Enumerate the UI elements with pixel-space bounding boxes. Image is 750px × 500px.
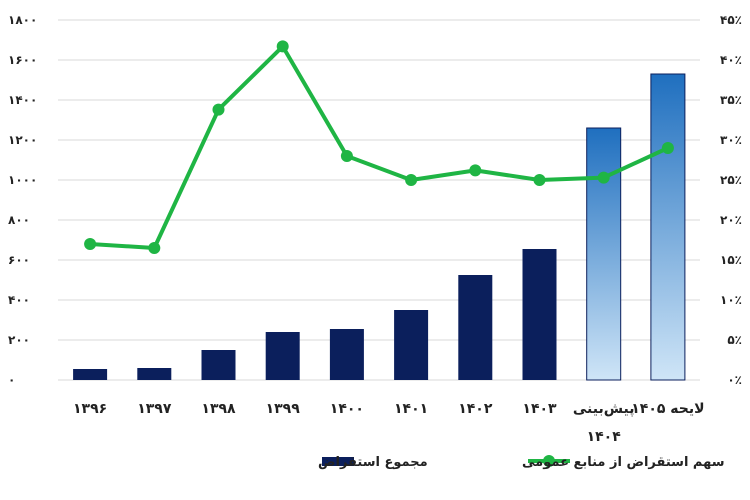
category-label: ۱۳۹۷: [137, 401, 172, 417]
left-tick-label: ۱۶۰۰: [8, 53, 37, 67]
left-tick-label: ۲۰۰: [8, 333, 30, 347]
line-point: [148, 242, 161, 254]
bar: [73, 369, 108, 380]
legend-line-label: سهم استقراض از منابع عمومی: [522, 455, 724, 470]
category-label: ۱۴۰۱: [394, 401, 428, 417]
line-point: [661, 142, 674, 154]
line-point: [597, 171, 610, 184]
left-tick-label: ۶۰۰: [8, 253, 30, 267]
bar: [522, 249, 557, 380]
bar: [394, 310, 429, 380]
right-tick-label: ۴۵٪: [720, 13, 742, 27]
left-tick-label: ۱۴۰۰: [8, 93, 37, 107]
legend-item-bar: مجموع استقراض: [318, 455, 428, 470]
category-label: ۱۳۹۹: [266, 401, 301, 417]
bar-forecast: [650, 73, 686, 381]
category-label: ۱۳۹۸: [201, 401, 236, 417]
right-tick-label: ۱۵٪: [720, 253, 742, 267]
right-tick-label: ۳۵٪: [720, 93, 742, 107]
left-tick-label: ۱۰۰۰: [8, 173, 37, 187]
category-label: لایحه ۱۴۰۵: [631, 401, 704, 417]
category-label: ۱۴۰۴: [587, 429, 622, 445]
bar: [201, 350, 236, 380]
right-tick-label: ۲۵٪: [720, 173, 742, 187]
line-point: [276, 40, 289, 53]
right-tick-label: ۲۰٪: [720, 213, 742, 227]
legend: مجموع استقراض سهم استقراض از منابع عمومی: [318, 455, 724, 470]
left-tick-label: ۱۸۰۰: [8, 13, 37, 27]
right-tick-label: ۰٪: [727, 373, 742, 387]
line-point: [84, 238, 97, 250]
category-label: ۱۴۰۳: [522, 401, 557, 417]
category-label: ۱۳۹۶: [73, 401, 107, 417]
legend-bar-swatch: [322, 457, 354, 466]
left-tick-label: ۰: [8, 373, 15, 387]
left-tick-label: ۸۰۰: [8, 213, 30, 227]
category-label: ۱۴۰۰: [330, 401, 364, 417]
category-label: پیش‌بینی: [573, 401, 635, 417]
right-axis-ticks: ۰٪ ۵٪ ۱۰٪ ۱۵٪ ۲۰٪ ۲۵٪ ۳۰٪ ۳۵٪ ۴۰٪ ۴۵٪: [720, 13, 742, 387]
right-tick-label: ۳۰٪: [720, 133, 742, 147]
bar-series: [73, 73, 686, 381]
left-axis-ticks: ۰ ۲۰۰ ۴۰۰ ۶۰۰ ۸۰۰ ۱۰۰۰ ۱۲۰۰ ۱۴۰۰ ۱۶۰۰ ۱۸۰۰: [8, 13, 37, 387]
left-tick-label: ۱۲۰۰: [8, 133, 37, 147]
bar-forecast: [586, 127, 622, 381]
bar: [458, 275, 493, 380]
gridlines: [58, 19, 700, 381]
line-point: [212, 103, 225, 116]
line-point: [340, 150, 353, 162]
bar: [265, 332, 300, 380]
share-line: [89, 44, 669, 250]
bar: [329, 329, 364, 380]
category-label: ۱۴۰۲: [458, 401, 493, 417]
right-tick-label: ۵٪: [727, 333, 742, 347]
legend-bar-label: مجموع استقراض: [318, 455, 428, 470]
legend-item-line: سهم استقراض از منابع عمومی: [522, 455, 724, 470]
legend-line-marker: [543, 455, 555, 467]
line-point: [405, 174, 418, 186]
right-tick-label: ۱۰٪: [720, 293, 742, 307]
line-point: [533, 174, 546, 186]
left-tick-label: ۴۰۰: [8, 293, 30, 307]
bar: [137, 368, 172, 380]
right-tick-label: ۴۰٪: [720, 53, 742, 67]
line-point: [469, 164, 482, 177]
category-labels: ۱۳۹۶ ۱۳۹۷ ۱۳۹۸ ۱۳۹۹ ۱۴۰۰ ۱۴۰۱ ۱۴۰۲ ۱۴۰۳ پیش‌بینی…: [73, 401, 705, 445]
line-series: [84, 40, 674, 254]
